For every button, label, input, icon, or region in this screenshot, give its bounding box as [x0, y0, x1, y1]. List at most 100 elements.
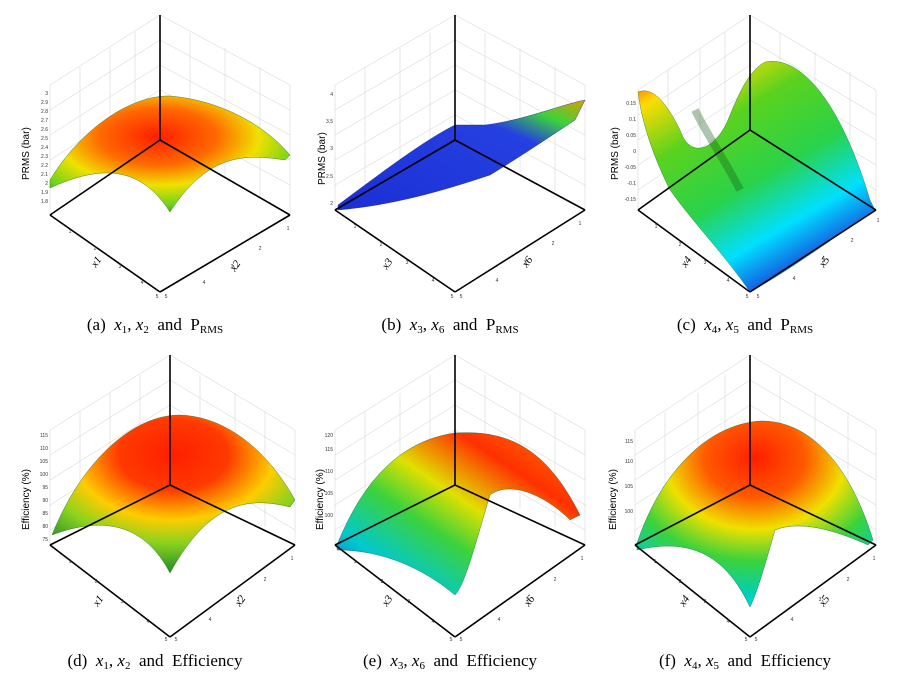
z-tick: 110: [40, 446, 48, 452]
y-tick: 3: [524, 260, 527, 266]
caption-f: (f) x4, x5 and Efficiency: [658, 651, 832, 672]
y-tick: 5: [460, 294, 463, 300]
y-tick: 3: [819, 597, 822, 603]
y-tick: 1: [579, 221, 582, 227]
x-tick: 1: [654, 559, 657, 565]
z-tick: 2.4: [41, 145, 48, 151]
x-tick: 4: [727, 278, 730, 284]
axes: [334, 355, 586, 638]
z-tick: -0.1: [627, 181, 636, 187]
z-tick: 110: [325, 469, 333, 475]
z-tick: 3: [330, 146, 333, 152]
z-tick: 1.9: [41, 190, 48, 196]
z-tick: 4: [330, 92, 333, 98]
x-tick: 1: [354, 224, 357, 230]
x-tick: 1: [69, 229, 72, 235]
z-tick: 115: [40, 433, 48, 439]
y-tick: 3: [823, 258, 826, 264]
z-tick: 115: [625, 439, 633, 445]
x-ticks: 1 2 3 4 5: [654, 559, 748, 643]
y-axis-label: x6: [519, 254, 536, 271]
y-tick: 1: [877, 218, 880, 224]
y-tick: 4: [209, 617, 212, 623]
axes: [634, 355, 877, 638]
x-ticks: 1 2 3 4 5: [69, 559, 168, 643]
surface-valley-shade: [691, 108, 744, 192]
y-tick: 4: [203, 280, 206, 286]
z-tick: 90: [42, 498, 48, 504]
chart-c: 0.15 0.1 0.05 0 -0.05 -0.1 -0.15 1 2 3 4…: [610, 14, 880, 300]
y-tick: 3: [231, 264, 234, 270]
z-ticks: 75 80 85 90 95 100 105 110 115: [40, 433, 49, 543]
z-ticks: 100 105 110 115 120: [325, 433, 334, 519]
y-tick: 1: [291, 556, 294, 562]
x-tick: 5: [165, 637, 168, 643]
z-tick: 95: [42, 485, 48, 491]
z-tick: 3: [45, 91, 48, 97]
z-tick: 0.1: [629, 117, 636, 123]
y-tick: 2: [264, 577, 267, 583]
z-tick: 100: [325, 513, 334, 519]
z-tick: 2.5: [41, 136, 48, 142]
y-ticks: 1 2 3 4 5: [460, 556, 584, 643]
z-tick: 120: [325, 433, 334, 439]
caption-e: (e) x3, x6 and Efficiency: [363, 651, 537, 672]
z-tick: 105: [40, 459, 49, 465]
z-tick: 0.15: [626, 101, 636, 107]
x-tick: 4: [727, 619, 730, 625]
panel-c: 0.15 0.1 0.05 0 -0.05 -0.1 -0.15 1 2 3 4…: [600, 0, 890, 336]
caption-b: (b) x3, x6 and PRMS: [381, 315, 519, 336]
x-axis-label: x4: [678, 254, 695, 271]
z-tick: 2.9: [41, 100, 48, 106]
z-axis-label: PRMS (bar): [21, 127, 32, 180]
y-ticks: 1 2 3 4 5: [175, 556, 294, 643]
z-tick: 0.05: [626, 133, 636, 139]
x-ticks: 1 2 3 4 5: [354, 224, 454, 300]
x-tick: 2: [381, 579, 384, 585]
z-tick: 2.2: [41, 163, 48, 169]
x-ticks: 1 2 3 4 5: [69, 229, 159, 300]
chart-d: 75 80 85 90 95 100 105 110 115 1 2 3 4 5…: [21, 354, 296, 643]
caption-a: (a) x1, x2 and PRMS: [86, 315, 224, 336]
y-tick: 5: [165, 294, 168, 300]
surface: [337, 99, 586, 211]
y-axis-label: x5: [816, 593, 833, 610]
z-tick: 0: [633, 149, 636, 155]
chart-a: 1.8 1.9 2 2.1 2.2 2.3 2.4 2.5 2.6 2.7 2.…: [21, 14, 291, 300]
y-tick: 3: [237, 597, 240, 603]
chart-f: 100 105 110 115 1 2 3 4 5 1 2 3 4 5 Effi…: [608, 354, 877, 643]
x-tick: 3: [408, 599, 411, 605]
x-tick: 4: [432, 278, 435, 284]
y-tick: 4: [791, 617, 794, 623]
y-tick: 2: [851, 238, 854, 244]
y-ticks: 1 2 3 4 5: [755, 556, 876, 643]
y-tick: 2: [847, 577, 850, 583]
z-tick: 3.5: [326, 119, 333, 125]
x-axis-label: x1: [90, 593, 106, 609]
y-axis-label: x2: [227, 258, 244, 275]
x-tick: 1: [655, 224, 658, 230]
z-tick: 2.3: [41, 154, 48, 160]
x-axis-label: x3: [379, 593, 396, 610]
y-tick: 3: [526, 597, 529, 603]
y-tick: 2: [552, 241, 555, 247]
x-tick: 2: [679, 242, 682, 248]
z-tick: 115: [325, 447, 333, 453]
z-tick: 100: [40, 472, 49, 478]
z-tick: 2.8: [41, 109, 48, 115]
x-tick: 5: [450, 637, 453, 643]
x-axis-label: x4: [676, 593, 693, 610]
y-tick: 1: [287, 226, 290, 232]
y-tick: 5: [175, 637, 178, 643]
x-tick: 2: [95, 579, 98, 585]
z-ticks: 2 2.5 3 3.5 4: [326, 92, 333, 207]
surface: [51, 414, 296, 574]
z-tick: 1.8: [41, 199, 48, 205]
z-tick: 2: [45, 181, 48, 187]
y-axis-label: x5: [816, 254, 833, 271]
x-tick: 3: [119, 264, 122, 270]
x-tick: 3: [704, 599, 707, 605]
x-tick: 2: [94, 246, 97, 252]
z-axis-label: PRMS (bar): [610, 127, 621, 180]
z-tick: 75: [42, 537, 48, 543]
